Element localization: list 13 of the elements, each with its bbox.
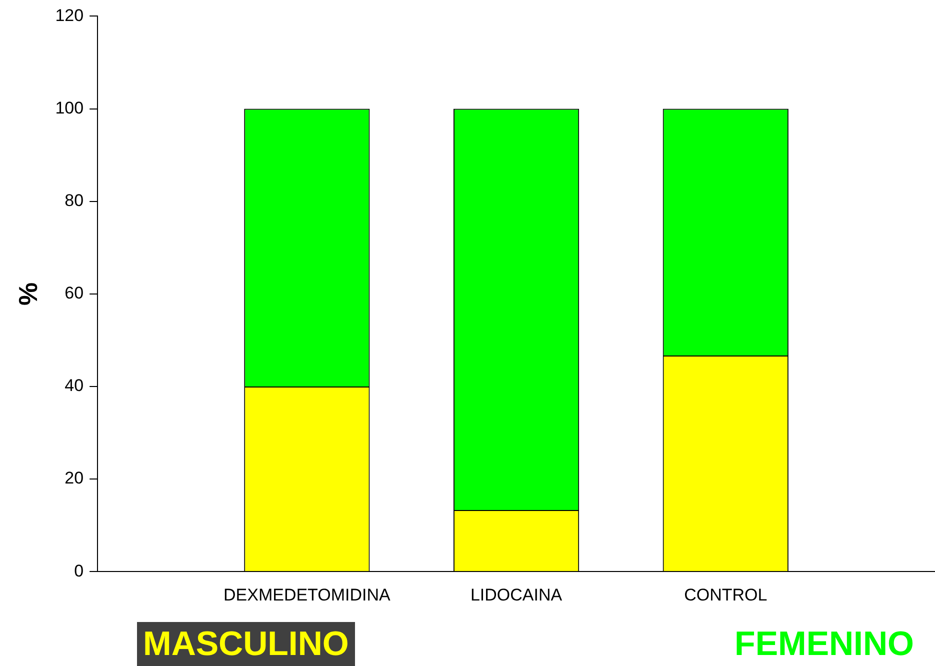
y-tick-label: 60 [64,284,84,303]
x-tick-label: DEXMEDETOMIDINA [223,585,392,604]
text: FEMENINO [734,624,915,665]
y-tick-label: 120 [55,6,84,25]
y-tick-label: 80 [64,191,84,210]
x-tick-label: CONTROL [684,585,768,604]
series-label: MASCULINO [137,622,355,666]
y-tick-label: 100 [55,98,84,118]
y-tick-label: 20 [64,468,84,488]
y-axis-title: % [12,282,43,306]
x-tick-label: LIDOCAINA [470,585,563,604]
y-tick-label: 40 [64,376,84,396]
y-tick-label: 0 [74,561,84,580]
